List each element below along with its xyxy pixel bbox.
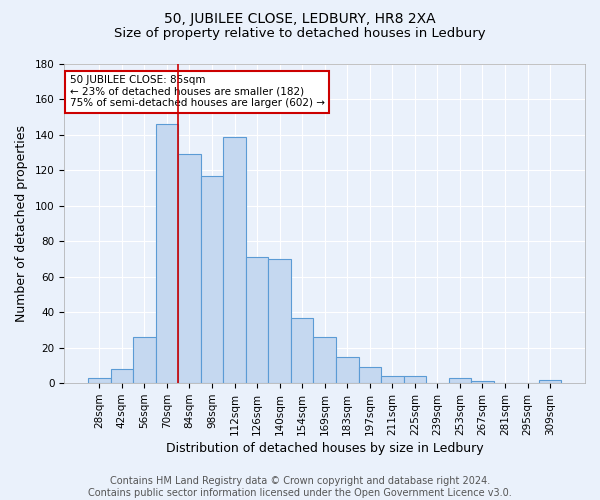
Bar bbox=[291, 318, 313, 383]
Bar bbox=[449, 378, 471, 383]
Bar bbox=[539, 380, 562, 383]
Bar bbox=[336, 356, 359, 383]
Bar bbox=[359, 367, 381, 383]
Bar bbox=[178, 154, 201, 383]
Bar bbox=[404, 376, 426, 383]
Text: 50, JUBILEE CLOSE, LEDBURY, HR8 2XA: 50, JUBILEE CLOSE, LEDBURY, HR8 2XA bbox=[164, 12, 436, 26]
Text: 50 JUBILEE CLOSE: 85sqm
← 23% of detached houses are smaller (182)
75% of semi-d: 50 JUBILEE CLOSE: 85sqm ← 23% of detache… bbox=[70, 75, 325, 108]
Bar bbox=[201, 176, 223, 383]
Bar bbox=[313, 337, 336, 383]
Bar bbox=[110, 369, 133, 383]
Bar bbox=[471, 382, 494, 383]
Bar bbox=[246, 258, 268, 383]
Bar bbox=[381, 376, 404, 383]
Bar bbox=[155, 124, 178, 383]
Bar bbox=[268, 259, 291, 383]
Text: Size of property relative to detached houses in Ledbury: Size of property relative to detached ho… bbox=[114, 28, 486, 40]
X-axis label: Distribution of detached houses by size in Ledbury: Distribution of detached houses by size … bbox=[166, 442, 484, 455]
Bar bbox=[88, 378, 110, 383]
Bar bbox=[133, 337, 155, 383]
Bar bbox=[223, 136, 246, 383]
Text: Contains HM Land Registry data © Crown copyright and database right 2024.
Contai: Contains HM Land Registry data © Crown c… bbox=[88, 476, 512, 498]
Y-axis label: Number of detached properties: Number of detached properties bbox=[15, 125, 28, 322]
